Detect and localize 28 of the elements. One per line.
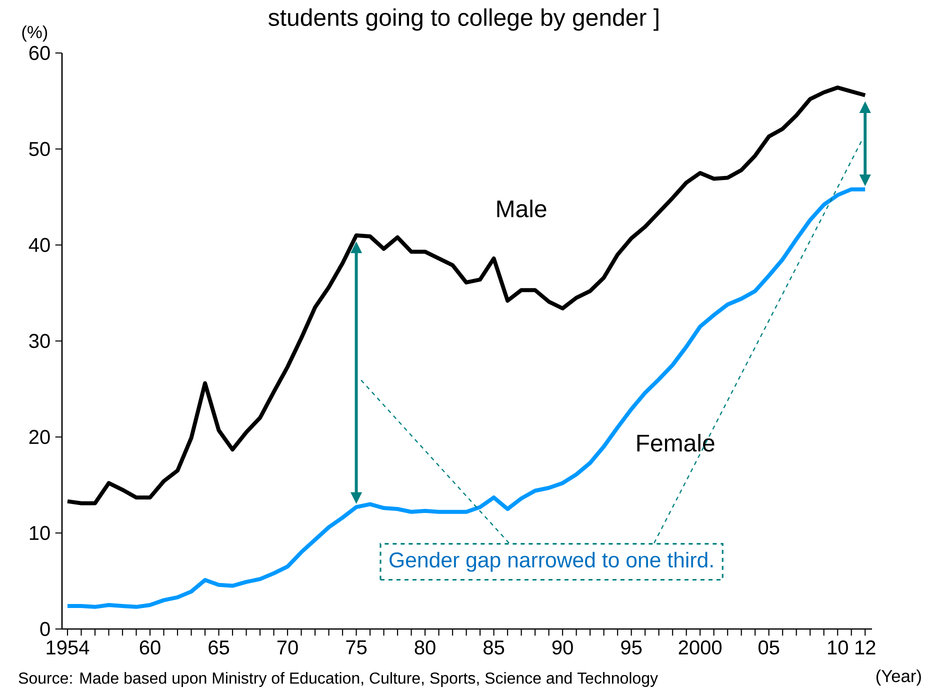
y-axis-title: (%) (22, 25, 48, 42)
x-tick-label: 60 (140, 640, 160, 655)
x-tick-label: 70 (277, 640, 298, 655)
y-tick-label: 10 (30, 526, 50, 540)
series-label: Male (497, 200, 546, 218)
x-tick-label: 80 (414, 640, 436, 655)
x-tick-label: 95 (621, 640, 642, 655)
x-tick-label: 2000 (678, 640, 722, 655)
line-series (66, 86, 868, 506)
x-tick-label: 12 (856, 640, 876, 654)
x-tick-label: 75 (346, 640, 367, 654)
x-tick-label: 05 (758, 640, 780, 655)
x-axis-title: (Year) (876, 669, 921, 686)
x-tick-label: 10 (828, 640, 848, 655)
x-tick-label: 65 (208, 640, 230, 655)
x-tick-label: 90 (552, 640, 573, 655)
y-tick-label: 30 (29, 334, 50, 348)
annotation: Gender gap narrowed to one third. (390, 552, 713, 572)
source-note: Source: Made based upon Ministry of Education, Culture, Sports, Science and Technology (18, 672, 658, 687)
x-tick-label: 85 (484, 640, 504, 655)
chart-title: students going to college by gender ] (268, 8, 658, 31)
y-tick-label: 60 (29, 46, 50, 60)
y-tick-label: 50 (29, 142, 50, 156)
x-tick-label: 1954 (46, 640, 90, 655)
series-label: Female (637, 434, 714, 452)
y-tick-label: 0 (40, 622, 50, 636)
y-tick-label: 20 (29, 430, 50, 444)
y-tick-label: 40 (28, 238, 50, 252)
